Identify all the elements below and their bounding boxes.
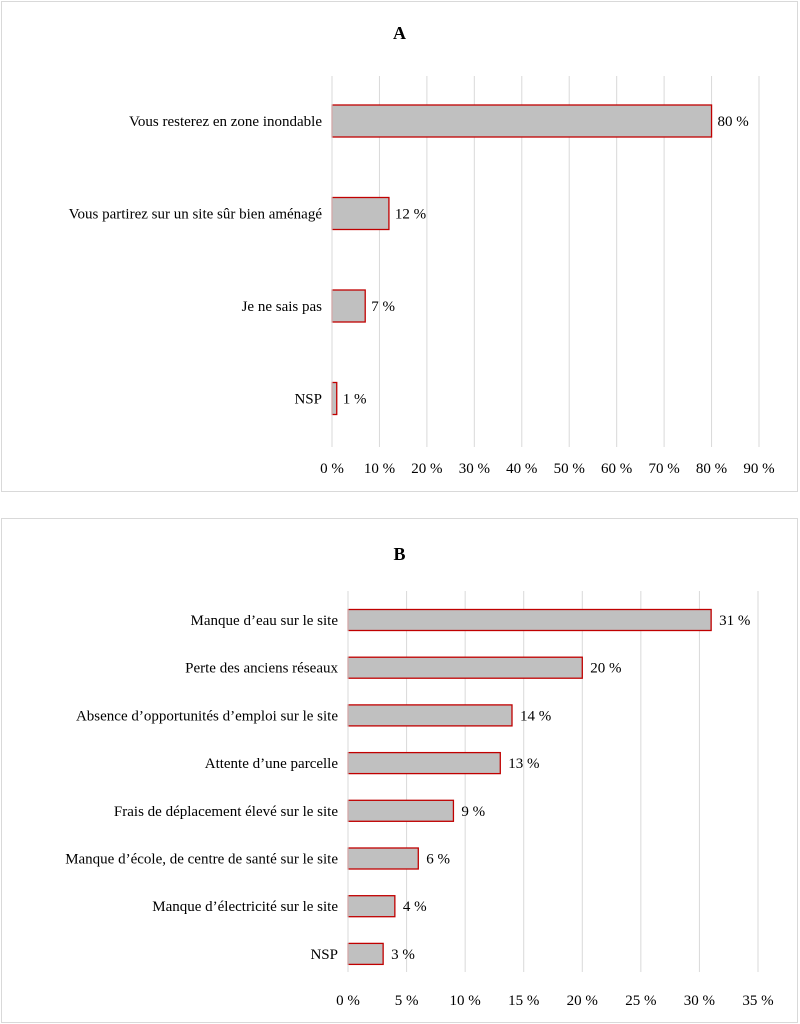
- bar: [347, 608, 712, 632]
- x-tick-label: 0 %: [320, 461, 344, 477]
- chart-panel-a: A 0 % 10 % 20 % 30 % 40 % 50 % 60 % 70 % 80 % 90 …: [1, 1, 798, 492]
- value-label: 31 %: [719, 613, 750, 629]
- category-label: Absence d’opportunités d’emploi sur le s…: [76, 708, 338, 724]
- chart-title: A: [393, 23, 406, 43]
- x-tick-label: 0 %: [336, 993, 360, 1009]
- value-label: 20 %: [590, 661, 621, 677]
- value-label: 80 %: [718, 114, 749, 130]
- x-tick-label: 80 %: [696, 461, 727, 477]
- category-label: Frais de déplacement élevé sur le site: [114, 804, 338, 820]
- bar: [331, 381, 338, 416]
- chart-a-plot: 0 % 10 % 20 % 30 % 40 % 50 % 60 % 70 % 80 % 90 % V…: [69, 76, 775, 477]
- x-tick-label: 10 %: [364, 461, 395, 477]
- value-label: 13 %: [508, 756, 539, 772]
- value-label: 1 %: [343, 392, 367, 408]
- x-tick-label: 35 %: [742, 993, 773, 1009]
- bar: [347, 799, 455, 822]
- category-label: NSP: [310, 947, 338, 963]
- value-label: 14 %: [520, 708, 551, 724]
- x-tick-label: 50 %: [554, 461, 585, 477]
- value-label: 9 %: [461, 804, 485, 820]
- value-label: 6 %: [426, 852, 450, 868]
- x-tick-label: 25 %: [625, 993, 656, 1009]
- x-tick-label: 40 %: [506, 461, 537, 477]
- chart-title: B: [393, 544, 406, 564]
- bar: [347, 847, 419, 870]
- value-label: 7 %: [371, 299, 395, 315]
- value-label: 3 %: [391, 947, 415, 963]
- x-tick-label: 10 %: [450, 993, 481, 1009]
- x-tick-label: 90 %: [743, 461, 774, 477]
- category-label: Vous resterez en zone inondable: [129, 114, 322, 130]
- x-tick-label: 30 %: [459, 461, 490, 477]
- x-tick-label: 5 %: [395, 993, 419, 1009]
- category-label: NSP: [294, 392, 322, 408]
- category-label: Je ne sais pas: [242, 299, 323, 315]
- value-label: 12 %: [395, 207, 426, 223]
- bar: [331, 289, 366, 323]
- category-label: Perte des anciens réseaux: [185, 661, 338, 677]
- value-label: 4 %: [403, 899, 427, 915]
- x-tick-label: 60 %: [601, 461, 632, 477]
- bar: [347, 751, 501, 775]
- bar: [347, 942, 384, 966]
- category-label: Vous partirez sur un site sûr bien aména…: [69, 207, 323, 223]
- chart-panel-b: B 0 % 5 % 10 % 15 % 20 % 25 % 30 % 35 % Manque d…: [1, 518, 798, 1023]
- x-tick-label: 20 %: [567, 993, 598, 1009]
- bar: [331, 196, 390, 231]
- x-tick-label: 15 %: [508, 993, 539, 1009]
- bar: [347, 704, 513, 727]
- bar: [347, 656, 583, 679]
- x-tick-label: 20 %: [411, 461, 442, 477]
- bar: [331, 104, 713, 138]
- bar: [347, 895, 396, 918]
- chart-b-plot: 0 % 5 % 10 % 15 % 20 % 25 % 30 % 35 % Manque d’e…: [65, 591, 774, 1009]
- x-tick-label: 30 %: [684, 993, 715, 1009]
- x-tick-label: 70 %: [648, 461, 679, 477]
- category-label: Manque d’électricité sur le site: [152, 899, 338, 915]
- category-label: Manque d’école, de centre de santé sur l…: [65, 852, 338, 868]
- category-label: Attente d’une parcelle: [205, 756, 339, 772]
- category-label: Manque d’eau sur le site: [191, 613, 339, 629]
